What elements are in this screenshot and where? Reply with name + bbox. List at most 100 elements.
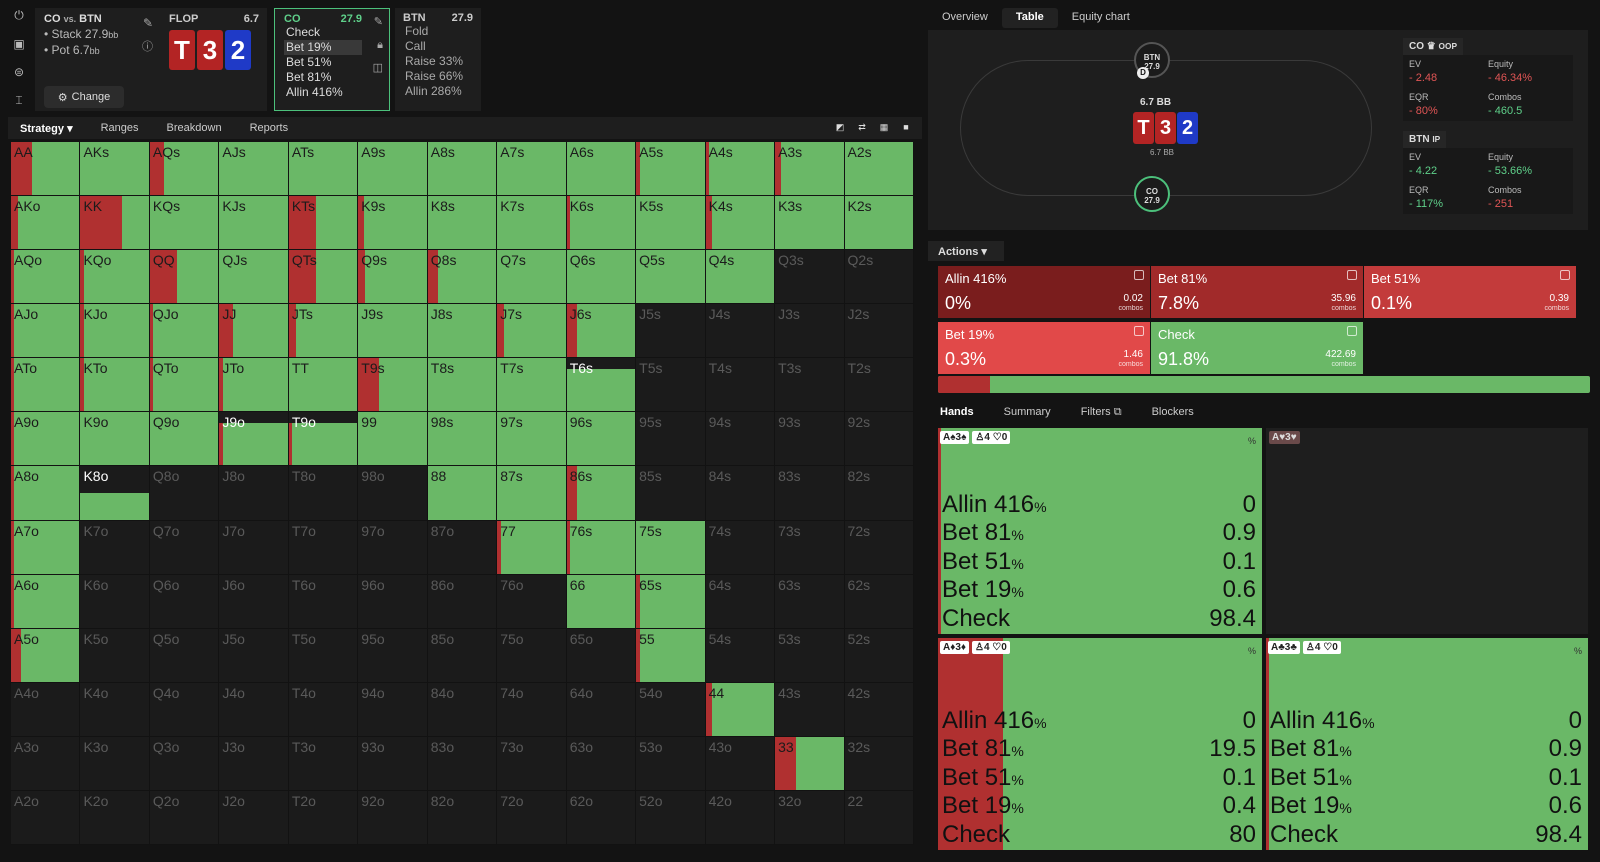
range-cell[interactable]: K9o: [80, 412, 150, 467]
range-cell[interactable]: T2o: [288, 790, 359, 845]
tab-overview[interactable]: Overview: [942, 11, 988, 23]
range-cell[interactable]: T5s: [636, 358, 706, 413]
range-cell[interactable]: 66: [566, 574, 637, 629]
range-cell[interactable]: 74s: [705, 520, 776, 575]
edit-icon[interactable]: ✎: [142, 16, 153, 30]
range-cell[interactable]: 93s: [775, 412, 845, 467]
tab-ranges[interactable]: Ranges: [100, 122, 139, 134]
range-cell[interactable]: TT: [288, 358, 359, 413]
range-cell[interactable]: K2o: [80, 790, 150, 845]
range-cell[interactable]: J4s: [705, 304, 776, 359]
range-cell[interactable]: 97o: [358, 520, 428, 575]
range-cell[interactable]: J4o: [219, 682, 289, 737]
power-icon[interactable]: ⏻: [14, 8, 24, 22]
swap-icon[interactable]: ⇄: [858, 122, 866, 132]
range-cell[interactable]: Q3o: [149, 736, 220, 791]
hand-box[interactable]: A♣3♣ ♙4 ♡0% Allin 416% 0 Bet 81% 0.9 Bet 51% 0.…: [1266, 638, 1588, 850]
range-cell[interactable]: K7o: [80, 520, 150, 575]
range-cell[interactable]: ATo: [11, 358, 81, 413]
range-cell[interactable]: JJ: [219, 304, 289, 359]
range-cell[interactable]: K5o: [80, 628, 150, 683]
range-cell[interactable]: T3o: [288, 736, 359, 791]
range-cell[interactable]: 52o: [636, 790, 706, 845]
range-cell[interactable]: Q2o: [149, 790, 220, 845]
co-action[interactable]: Bet 51%: [286, 55, 332, 69]
range-cell[interactable]: T9o: [288, 412, 359, 467]
range-cell[interactable]: 73o: [497, 736, 567, 791]
range-cell[interactable]: 44: [705, 682, 776, 737]
range-cell[interactable]: K8o: [80, 466, 150, 521]
range-cell[interactable]: KQs: [149, 196, 220, 251]
range-cell[interactable]: 75s: [636, 520, 706, 575]
detail-icon[interactable]: [1134, 270, 1144, 280]
range-cell[interactable]: 84s: [705, 466, 776, 521]
range-cell[interactable]: AJs: [219, 142, 289, 197]
range-cell[interactable]: 85s: [636, 466, 706, 521]
range-cell[interactable]: QJo: [149, 304, 220, 359]
range-cell[interactable]: K9s: [358, 196, 428, 251]
range-cell[interactable]: 22: [844, 790, 914, 845]
action-box[interactable]: Allin 416% 0% 0.02 combos: [938, 266, 1150, 318]
range-cell[interactable]: 55: [636, 628, 706, 683]
co-action[interactable]: Allin 416%: [286, 85, 343, 99]
range-cell[interactable]: T6s: [566, 358, 637, 413]
range-cell[interactable]: 53o: [636, 736, 706, 791]
edit-icon[interactable]: ✎: [373, 16, 383, 28]
range-cell[interactable]: J9s: [358, 304, 428, 359]
range-cell[interactable]: K4o: [80, 682, 150, 737]
range-cell[interactable]: 83s: [775, 466, 845, 521]
range-cell[interactable]: Q8o: [149, 466, 220, 521]
range-cell[interactable]: 63o: [566, 736, 637, 791]
range-cell[interactable]: 92s: [844, 412, 914, 467]
range-cell[interactable]: T8o: [288, 466, 359, 521]
range-cell[interactable]: 87s: [497, 466, 567, 521]
range-cell[interactable]: J3o: [219, 736, 289, 791]
range-cell[interactable]: 82o: [427, 790, 498, 845]
range-cell[interactable]: 42o: [705, 790, 776, 845]
tab-strategy[interactable]: Strategy ▾: [20, 122, 73, 135]
range-cell[interactable]: A6s: [566, 142, 637, 197]
range-cell[interactable]: J5s: [636, 304, 706, 359]
range-cell[interactable]: A4o: [11, 682, 81, 737]
hand-box[interactable]: A♠3♠ ♙4 ♡0% Allin 416% 0 Bet 81% 0.9 Bet 51% 0.…: [938, 428, 1262, 634]
range-cell[interactable]: 96o: [358, 574, 428, 629]
info-icon[interactable]: ⓘ: [142, 41, 153, 53]
range-cell[interactable]: 76o: [497, 574, 567, 629]
range-cell[interactable]: K7s: [497, 196, 567, 251]
range-cell[interactable]: Q4s: [705, 250, 776, 305]
range-cell[interactable]: A3s: [775, 142, 845, 197]
tab-table[interactable]: Table: [1001, 8, 1058, 28]
range-cell[interactable]: Q2s: [844, 250, 914, 305]
range-cell[interactable]: 85o: [427, 628, 498, 683]
tab-filters[interactable]: Filters ⧉: [1080, 406, 1122, 418]
range-cell[interactable]: Q8s: [427, 250, 498, 305]
range-cell[interactable]: A4s: [705, 142, 776, 197]
range-cell[interactable]: 73s: [775, 520, 845, 575]
tab-breakdown[interactable]: Breakdown: [166, 122, 222, 134]
range-cell[interactable]: T7o: [288, 520, 359, 575]
range-cell[interactable]: AKs: [80, 142, 150, 197]
range-cell[interactable]: A9s: [358, 142, 428, 197]
range-cell[interactable]: 62s: [844, 574, 914, 629]
range-cell[interactable]: J3s: [775, 304, 845, 359]
change-button[interactable]: ⚙ Change: [44, 86, 124, 108]
co-action-selected[interactable]: Bet 19%: [284, 40, 362, 55]
range-cell[interactable]: 83o: [427, 736, 498, 791]
range-cell[interactable]: A3o: [11, 736, 81, 791]
range-cell[interactable]: 52s: [844, 628, 914, 683]
detail-icon[interactable]: [1560, 270, 1570, 280]
co-action[interactable]: Check: [286, 25, 321, 39]
tab-hands[interactable]: Hands: [940, 406, 974, 418]
range-cell[interactable]: 43o: [705, 736, 776, 791]
range-cell[interactable]: AA: [11, 142, 81, 197]
range-cell[interactable]: K5s: [636, 196, 706, 251]
range-cell[interactable]: QTs: [288, 250, 359, 305]
range-cell[interactable]: 75o: [497, 628, 567, 683]
range-cell[interactable]: 98o: [358, 466, 428, 521]
detail-icon[interactable]: [1134, 326, 1144, 336]
range-cell[interactable]: A9o: [11, 412, 81, 467]
range-cell[interactable]: A8o: [11, 466, 81, 521]
btn-action[interactable]: Raise 66%: [405, 69, 464, 83]
hand-box-empty[interactable]: A♥3♥: [1266, 428, 1588, 634]
grid-icon[interactable]: ▦: [879, 122, 889, 132]
